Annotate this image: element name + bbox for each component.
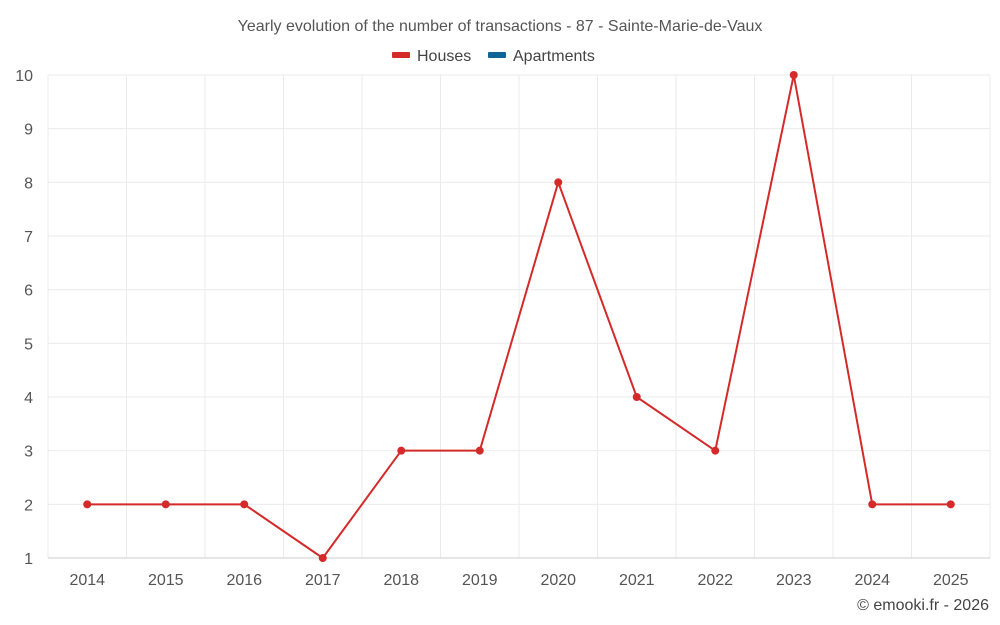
x-tick-label-2023: 2023 — [776, 572, 812, 589]
x-tick-label-2014: 2014 — [69, 572, 105, 589]
data-point-houses-2019[interactable] — [475, 446, 484, 455]
x-axis-ticks: 2014 2015 2016 2017 2018 2019 2020 2021 2022 2023… — [69, 572, 968, 589]
y-tick-label-1: 1 — [24, 551, 33, 568]
chart-title: Yearly evolution of the number of transa… — [238, 18, 763, 35]
legend-item-houses[interactable]: Houses — [392, 48, 471, 65]
y-tick-label-8: 8 — [24, 175, 33, 192]
data-point-houses-2024[interactable] — [868, 500, 877, 509]
data-point-houses-2023[interactable] — [789, 71, 798, 79]
x-tick-label-2020: 2020 — [540, 572, 576, 589]
data-point-houses-2018[interactable] — [397, 446, 406, 455]
y-tick-label-5: 5 — [24, 336, 33, 353]
x-tick-label-2021: 2021 — [619, 572, 655, 589]
y-tick-label-2: 2 — [24, 497, 33, 514]
x-tick-label-2019: 2019 — [462, 572, 498, 589]
data-point-houses-2025[interactable] — [946, 500, 955, 509]
x-tick-label-2015: 2015 — [148, 572, 184, 589]
data-point-houses-2016[interactable] — [240, 500, 249, 509]
data-point-houses-2021[interactable] — [632, 393, 641, 401]
y-tick-label-10: 10 — [15, 68, 33, 85]
x-tick-label-2018: 2018 — [383, 572, 419, 589]
legend-label-apartments: Apartments — [513, 48, 595, 65]
y-tick-label-3: 3 — [24, 444, 33, 461]
legend-item-apartments[interactable]: Apartments — [488, 48, 595, 65]
legend-swatch-houses — [392, 52, 410, 58]
series-houses — [83, 71, 955, 562]
data-point-houses-2017[interactable] — [318, 554, 327, 562]
series-line-houses — [86, 74, 952, 559]
x-tick-label-2016: 2016 — [226, 572, 262, 589]
y-tick-label-9: 9 — [24, 122, 33, 139]
y-tick-label-4: 4 — [24, 390, 33, 407]
y-tick-label-7: 7 — [24, 229, 33, 246]
data-point-houses-2022[interactable] — [711, 446, 720, 455]
legend-swatch-apartments — [488, 52, 506, 58]
data-point-houses-2014[interactable] — [83, 500, 92, 509]
y-tick-label-6: 6 — [24, 283, 33, 300]
grid — [47, 74, 991, 558]
data-point-houses-2020[interactable] — [554, 178, 563, 187]
x-tick-label-2025: 2025 — [933, 572, 969, 589]
credit-text: © emooki.fr - 2026 — [857, 597, 989, 614]
legend: Houses Apartments — [392, 48, 595, 65]
x-tick-label-2017: 2017 — [305, 572, 341, 589]
data-point-houses-2015[interactable] — [161, 500, 170, 509]
x-tick-label-2022: 2022 — [697, 572, 733, 589]
x-tick-label-2024: 2024 — [854, 572, 890, 589]
legend-label-houses: Houses — [417, 48, 471, 65]
y-axis-ticks: 1 2 3 4 5 6 7 8 9 10 — [15, 68, 33, 568]
